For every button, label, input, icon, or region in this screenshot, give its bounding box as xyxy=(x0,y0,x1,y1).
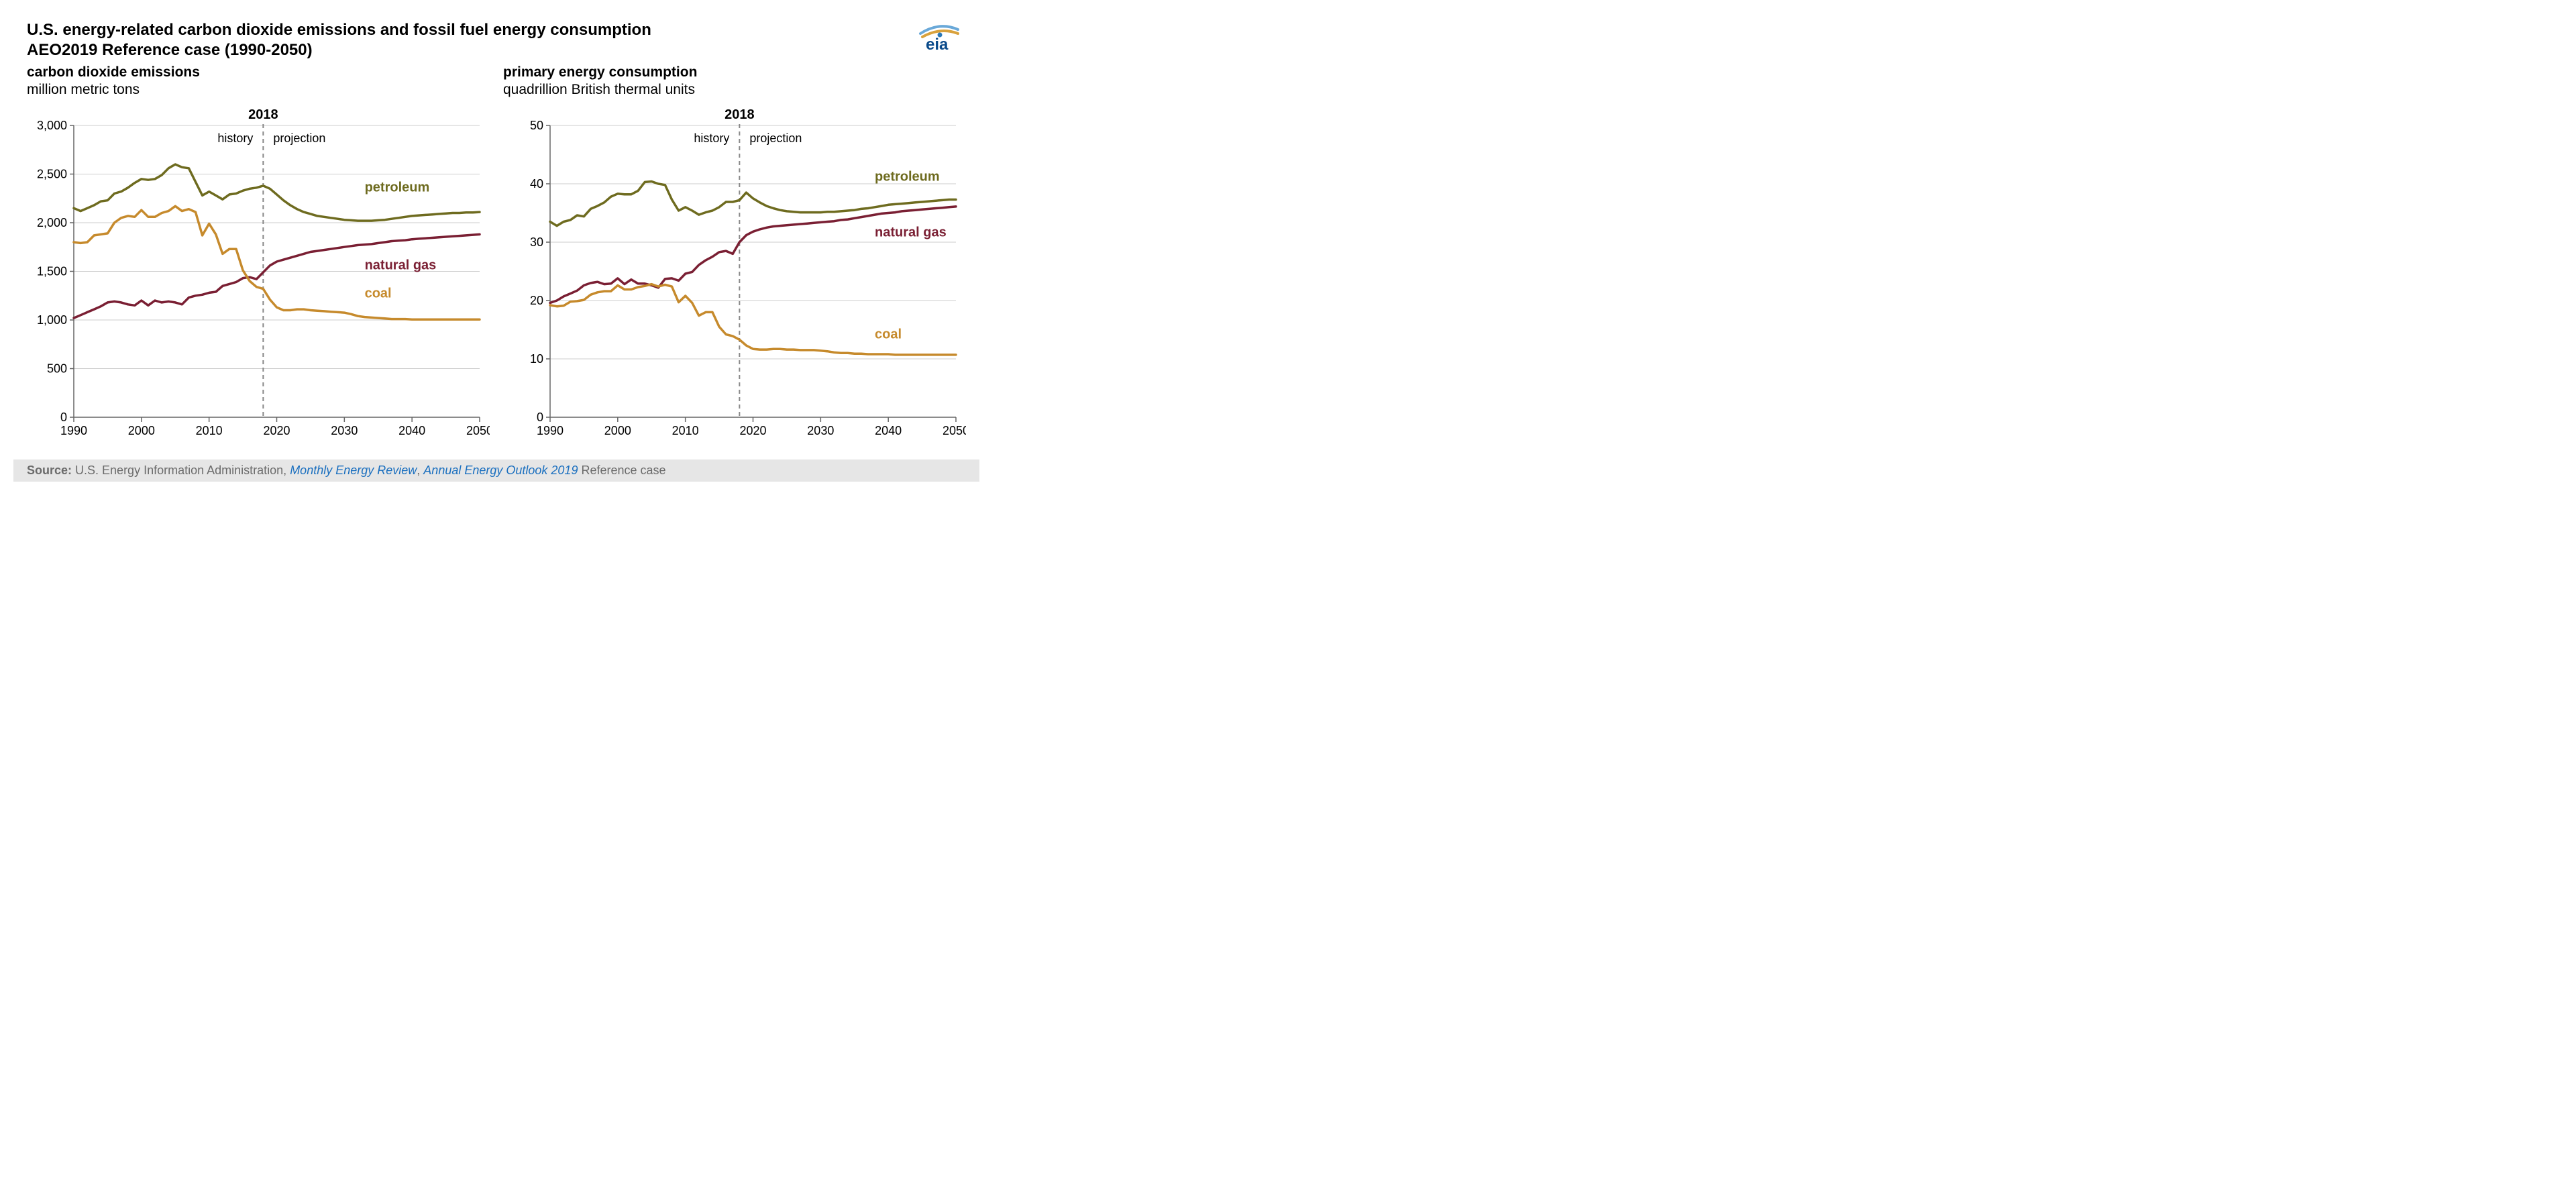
y-tick-label: 0 xyxy=(537,411,543,424)
x-tick-label: 2010 xyxy=(672,424,699,437)
x-tick-label: 2050 xyxy=(943,424,966,437)
left-chart: 0 500 1,000 1,500 2,000 2,500 3,000 1990 2000 201… xyxy=(27,102,490,451)
series-label-natural_gas: natural gas xyxy=(875,225,947,239)
series-line-natural_gas xyxy=(550,206,956,303)
title-block: U.S. energy-related carbon dioxide emiss… xyxy=(27,20,912,60)
right-chart: 0102030405019902000201020202030204020502… xyxy=(503,102,966,451)
x-tick-label: 2050 xyxy=(466,424,490,437)
x-tick-label: 2030 xyxy=(331,424,358,437)
y-tick-label: 2,500 xyxy=(37,167,67,180)
x-tick-label: 2000 xyxy=(128,424,155,437)
x-tick-label: 2010 xyxy=(196,424,223,437)
y-tick-label: 2,000 xyxy=(37,216,67,229)
eia-logo: eia xyxy=(912,20,966,54)
y-tick-label: 3,000 xyxy=(37,119,67,132)
series-label-natural_gas: natural gas xyxy=(365,258,437,272)
eia-logo-svg: eia xyxy=(912,20,966,54)
y-tick-label: 500 xyxy=(47,362,67,375)
source-text2: Reference case xyxy=(578,464,665,477)
series-label-coal: coal xyxy=(875,327,902,341)
left-chart-block: carbon dioxide emissions million metric … xyxy=(27,64,490,454)
y-tick-label: 20 xyxy=(530,294,543,307)
x-tick-label: 2030 xyxy=(807,424,834,437)
charts-row: carbon dioxide emissions million metric … xyxy=(13,64,979,454)
series-line-natural_gas xyxy=(74,234,480,318)
x-tick-label: 2040 xyxy=(875,424,902,437)
history-label: history xyxy=(217,131,253,145)
series-label-petroleum: petroleum xyxy=(365,180,430,195)
x-tick-label: 2040 xyxy=(398,424,425,437)
source-link1[interactable]: Monthly Energy Review xyxy=(290,464,417,477)
y-tick-label: 30 xyxy=(530,235,543,249)
y-tick-label: 1,000 xyxy=(37,313,67,327)
left-chart-svg-wrap: 0 500 1,000 1,500 2,000 2,500 3,000 1990 2000 201… xyxy=(27,102,490,454)
x-tick-label: 2000 xyxy=(604,424,631,437)
source-sep: , xyxy=(417,464,423,477)
series-label-coal: coal xyxy=(365,286,392,301)
y-tick-label: 10 xyxy=(530,352,543,366)
y-tick-label: 0 xyxy=(60,411,67,424)
main-title-line2: AEO2019 Reference case (1990-2050) xyxy=(27,40,912,60)
series-label-petroleum: petroleum xyxy=(875,169,940,184)
right-chart-title: primary energy consumption xyxy=(503,64,966,81)
y-tick-label: 1,500 xyxy=(37,264,67,278)
projection-label: projection xyxy=(749,131,802,145)
main-title-line1: U.S. energy-related carbon dioxide emiss… xyxy=(27,20,912,40)
series-line-petroleum xyxy=(550,181,956,225)
divider-year-label: 2018 xyxy=(248,107,278,122)
series-line-coal xyxy=(550,284,956,354)
x-tick-label: 1990 xyxy=(60,424,87,437)
y-tick-label: 50 xyxy=(530,119,543,132)
x-tick-label: 2020 xyxy=(739,424,766,437)
right-chart-svg-wrap: 0102030405019902000201020202030204020502… xyxy=(503,102,966,454)
y-tick-label: 40 xyxy=(530,177,543,191)
right-chart-block: primary energy consumption quadrillion B… xyxy=(503,64,966,454)
x-tick-label: 1990 xyxy=(537,424,564,437)
x-tick-label: 2020 xyxy=(263,424,290,437)
source-line: Source: U.S. Energy Information Administ… xyxy=(13,459,979,482)
logo-text: eia xyxy=(926,36,949,54)
history-label: history xyxy=(694,131,729,145)
right-chart-subtitle: quadrillion British thermal units xyxy=(503,81,966,99)
projection-label: projection xyxy=(273,131,325,145)
source-text1: U.S. Energy Information Administration, xyxy=(72,464,290,477)
header: U.S. energy-related carbon dioxide emiss… xyxy=(13,13,979,64)
left-chart-subtitle: million metric tons xyxy=(27,81,490,99)
figure-container: U.S. energy-related carbon dioxide emiss… xyxy=(13,13,979,482)
left-chart-title: carbon dioxide emissions xyxy=(27,64,490,81)
source-link2[interactable]: Annual Energy Outlook 2019 xyxy=(423,464,578,477)
divider-year-label: 2018 xyxy=(724,107,755,122)
source-label: Source: xyxy=(27,464,72,477)
